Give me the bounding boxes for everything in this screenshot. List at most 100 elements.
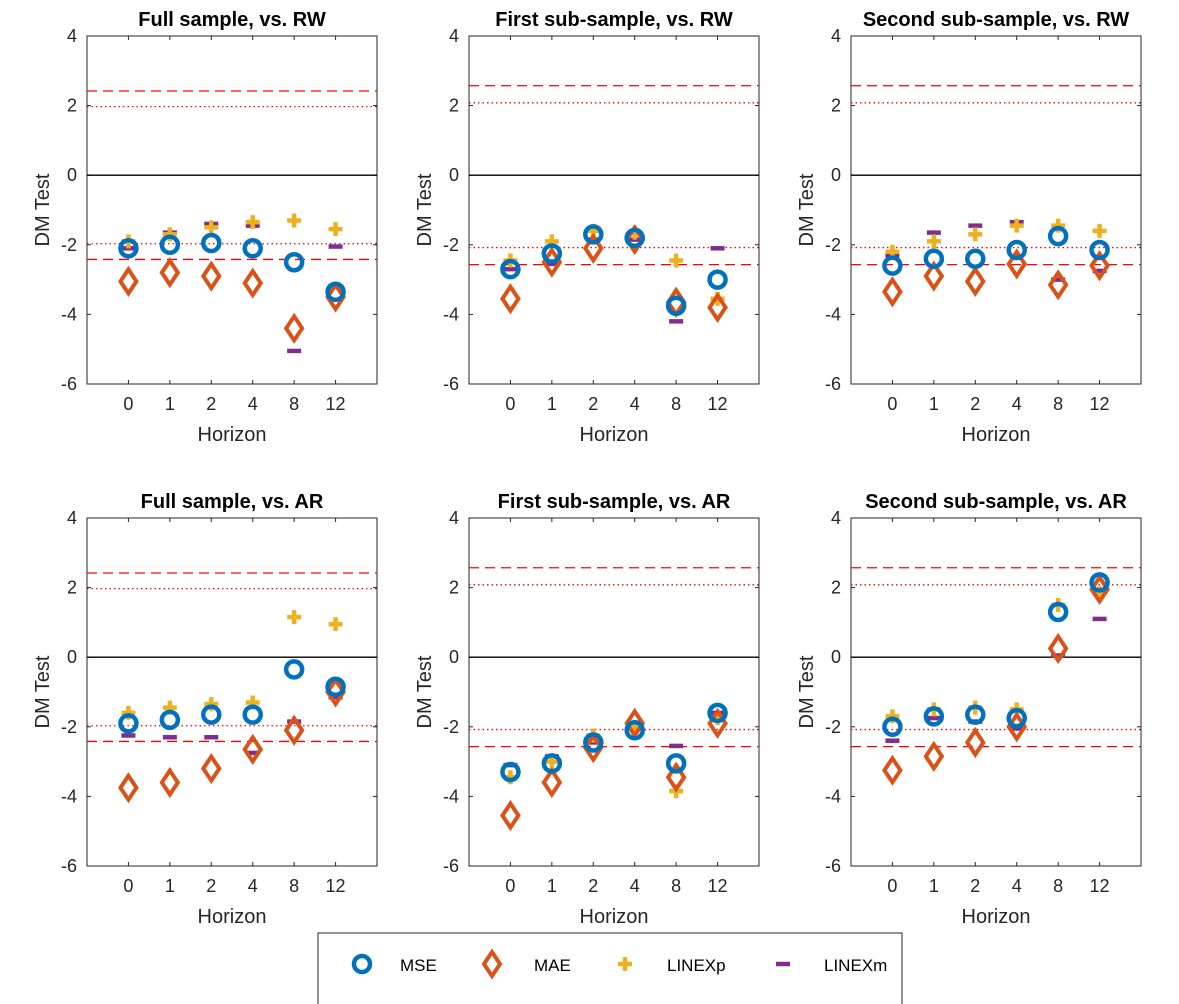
y-tick-label: -4 (443, 304, 459, 324)
y-tick-label: -4 (61, 786, 77, 806)
x-axis-label: Horizon (962, 906, 1031, 928)
mae-marker (200, 260, 222, 292)
x-tick-label: 4 (1012, 876, 1022, 896)
mae-marker (624, 707, 646, 739)
x-tick-label: 12 (326, 394, 346, 414)
mae-marker (283, 312, 305, 344)
mae-marker (325, 281, 346, 313)
y-axis-label: DM Test (32, 173, 54, 246)
mae-marker (541, 766, 563, 799)
y-tick-label: -6 (825, 856, 841, 876)
mse-marker (242, 704, 263, 725)
y-tick-label: -2 (825, 235, 841, 255)
y-tick-label: 0 (831, 165, 841, 185)
x-tick-label: 2 (206, 394, 216, 414)
y-axis-label: DM Test (796, 173, 818, 246)
x-tick-label: 0 (887, 876, 897, 896)
x-tick-label: 2 (206, 876, 216, 896)
y-tick-label: -2 (825, 717, 841, 737)
linexp-marker (328, 617, 343, 632)
mse-marker (707, 702, 728, 724)
mae-marker (118, 265, 139, 297)
y-tick-label: -4 (825, 786, 841, 806)
mse-marker (118, 713, 139, 734)
y-axis-label: DM Test (414, 173, 436, 246)
mae-marker (283, 714, 305, 746)
mse-marker (283, 659, 305, 680)
y-tick-label: 2 (67, 578, 77, 598)
y-tick-label: 2 (449, 578, 459, 598)
x-tick-label: 4 (248, 876, 258, 896)
x-tick-label: 8 (671, 876, 681, 896)
mae-marker (1047, 269, 1069, 301)
y-tick-label: -2 (61, 717, 77, 737)
mse-marker (159, 234, 181, 256)
linexp-marker (669, 253, 684, 268)
mse-marker (923, 706, 945, 727)
mse-marker (283, 251, 305, 273)
x-axis-label: Horizon (198, 906, 267, 928)
y-tick-label: 4 (449, 508, 459, 528)
mae-marker (582, 232, 604, 264)
y-axis-label: DM Test (796, 655, 818, 728)
linexp-marker (287, 213, 302, 228)
mse-marker (707, 269, 728, 290)
y-tick-label: 2 (831, 578, 841, 598)
mae-marker (200, 752, 222, 785)
chart-title: Second sub-sample, vs. AR (865, 491, 1127, 513)
plot-area (86, 517, 378, 867)
legend: MSE MAE LINEXp LINEXm (317, 932, 903, 1004)
x-axis-label: Horizon (580, 906, 649, 928)
plot-area (468, 517, 760, 867)
y-tick-label: -4 (61, 304, 77, 324)
legend-label-linexm: LINEXm (824, 956, 887, 975)
mae-marker (500, 283, 521, 315)
chart-title: First sub-sample, vs. AR (498, 491, 731, 513)
linexp-marker (926, 234, 941, 249)
mse-marker (159, 709, 181, 731)
x-tick-label: 1 (165, 394, 175, 414)
linexp-marker (1009, 218, 1024, 233)
mse-marker (583, 732, 604, 753)
mae-marker (159, 766, 181, 799)
mae-marker (1006, 248, 1028, 280)
mse-marker (882, 255, 903, 276)
plot-area (850, 517, 1142, 867)
x-tick-label: 8 (1053, 394, 1063, 414)
x-tick-label: 1 (929, 876, 939, 896)
mae-marker (242, 267, 264, 299)
mae-marker (707, 291, 728, 324)
linexp-marker (328, 222, 343, 237)
mse-marker (965, 704, 986, 725)
mae-marker (500, 799, 521, 832)
mae-marker (118, 772, 139, 804)
mae-marker (159, 257, 181, 289)
y-tick-label: -2 (443, 235, 459, 255)
x-tick-label: 2 (970, 876, 980, 896)
y-tick-label: -6 (443, 374, 459, 394)
mse-marker (665, 295, 687, 316)
mse-marker (1047, 601, 1069, 623)
mse-marker (923, 248, 945, 269)
x-tick-label: 0 (505, 394, 515, 414)
linexp-marker (287, 610, 302, 625)
y-tick-label: -2 (443, 717, 459, 737)
x-tick-label: 0 (505, 876, 515, 896)
mse-marker (1089, 572, 1110, 593)
y-tick-label: -6 (443, 856, 459, 876)
x-tick-label: 0 (123, 876, 133, 896)
mae-marker (1089, 250, 1110, 282)
y-tick-label: 4 (449, 26, 459, 46)
mae-marker (242, 733, 264, 766)
legend-mae-icon (481, 948, 503, 980)
linexp-marker (245, 215, 260, 230)
mae-marker (923, 260, 945, 292)
mse-marker (583, 224, 604, 245)
x-tick-label: 4 (630, 394, 640, 414)
x-tick-label: 8 (671, 394, 681, 414)
x-tick-label: 8 (289, 394, 299, 414)
